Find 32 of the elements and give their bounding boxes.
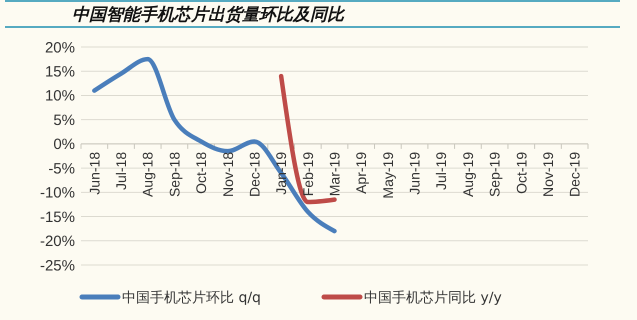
x-tick-label: Jan-19 — [273, 152, 290, 195]
x-tick-label: May-19 — [380, 152, 396, 199]
x-tick-label: Nov-18 — [220, 152, 236, 198]
y-tick-label: -25% — [40, 257, 75, 274]
x-tick-label: Jul-18 — [113, 152, 130, 190]
y-tick-label: -20% — [40, 233, 75, 250]
x-tick-label: Oct-18 — [193, 152, 210, 194]
x-tick-label: Sep-18 — [166, 152, 182, 198]
x-tick-label: Jul-19 — [433, 152, 450, 190]
y-tick-label: -5% — [48, 160, 75, 178]
x-tick-label: Apr-19 — [353, 152, 370, 194]
y-tick-label: 20% — [44, 39, 75, 56]
y-tick-label: -10% — [40, 184, 75, 202]
x-tick-label: Aug-18 — [140, 152, 156, 198]
x-tick-label: Dec-18 — [246, 152, 262, 198]
y-tick-label: 15% — [44, 63, 75, 80]
x-tick-label: Sep-19 — [486, 152, 503, 198]
y-tick-label: 0% — [53, 136, 75, 154]
x-tick-label: Oct-19 — [513, 152, 530, 194]
x-tick-label: Jun-18 — [86, 152, 102, 195]
chart-title: 中国智能手机芯片出货量环比及同比 — [72, 5, 346, 25]
legend-label: 中国手机芯片同比 y/y — [364, 290, 502, 306]
x-tick-label: Mar-19 — [326, 152, 342, 196]
x-tick-label: Jun-19 — [406, 152, 423, 195]
y-tick-label: -15% — [40, 208, 75, 226]
legend-label: 中国手机芯片环比 q/q — [122, 290, 261, 306]
x-tick-label: Nov-19 — [540, 152, 556, 198]
y-tick-label: 5% — [53, 112, 75, 129]
x-tick-label: Dec-19 — [566, 152, 583, 198]
x-tick-label: Aug-19 — [460, 152, 476, 198]
x-tick-label: Feb-19 — [300, 152, 316, 196]
y-tick-label: 10% — [44, 88, 75, 105]
